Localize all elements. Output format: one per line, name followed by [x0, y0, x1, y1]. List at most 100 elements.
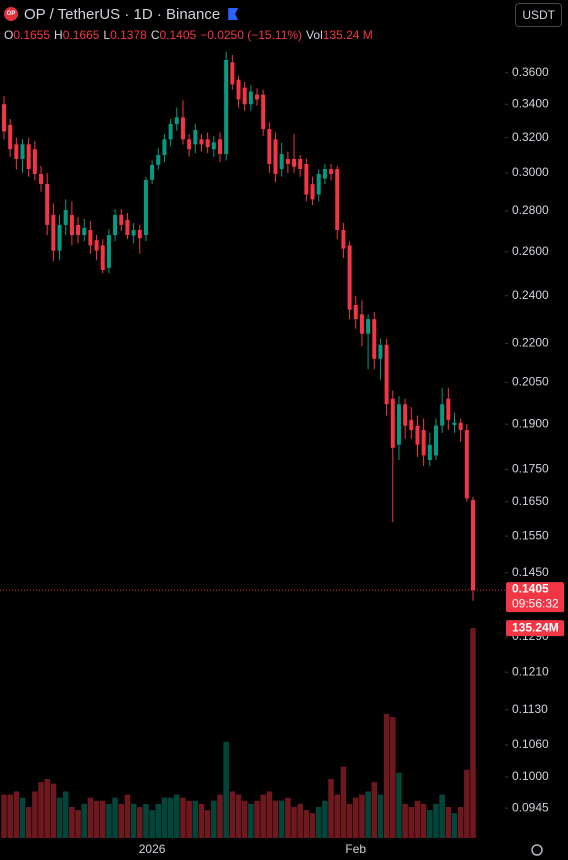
volume-value: 135.24 M [322, 28, 373, 42]
candle-body [45, 183, 50, 225]
y-tick-label: 0.1750 [512, 462, 549, 476]
candle-body [150, 164, 155, 180]
candle-body [242, 87, 247, 105]
volume-bar [266, 791, 273, 838]
volume-bar [365, 791, 371, 838]
volume-bar [352, 797, 359, 838]
candle-body [322, 169, 327, 179]
y-tick-label: 0.1000 [512, 769, 549, 783]
volume-bar [19, 797, 26, 838]
volume-bar [359, 794, 365, 838]
candle-body [378, 344, 383, 359]
candle-body [471, 500, 475, 591]
candle-body [14, 144, 19, 159]
candle-body [273, 139, 278, 174]
volume-bar [75, 810, 81, 838]
volume-bar [248, 803, 254, 838]
volume-bar [402, 803, 408, 838]
candle-body [230, 62, 235, 85]
volume-bar [25, 806, 32, 838]
price-tag-label: 0.1405 [512, 581, 549, 595]
volume-bar [340, 766, 347, 838]
volume-bar [383, 713, 390, 838]
y-tick-label: 0.2200 [512, 336, 549, 350]
candle-body [211, 142, 216, 150]
volume-bar [118, 803, 125, 838]
candle-body [236, 79, 241, 100]
volume-bar [260, 794, 266, 838]
volume-bar [229, 791, 236, 838]
candle-body [421, 429, 426, 456]
candle-body [57, 224, 62, 251]
chart-title: OP / TetherUS · 1D · Binance [24, 5, 221, 23]
x-tick-label: 2026 [139, 842, 166, 856]
candle-body [390, 398, 395, 448]
legend-value: 0.1405 [159, 28, 197, 42]
legend-item: L0.1378 [103, 28, 146, 42]
volume-bar [285, 797, 291, 838]
currency-button[interactable]: USDT [515, 3, 562, 27]
legend-label: L [103, 28, 111, 42]
header: OP OP / TetherUS · 1D · Binance O0.1655 H… [4, 4, 373, 42]
y-tick-label: 0.1650 [512, 494, 549, 508]
x-tick-label: Feb [345, 842, 366, 856]
y-tick-label: 0.3000 [512, 165, 549, 179]
volume-bar [155, 803, 162, 838]
candle-body [396, 404, 401, 445]
candle-body [353, 304, 358, 320]
candle-body [292, 158, 297, 167]
candle-body [2, 104, 6, 132]
candle-body [347, 245, 352, 310]
legend-label: C [150, 28, 160, 42]
candle-body [168, 124, 173, 140]
candle-body [255, 94, 260, 100]
candle-body [88, 229, 93, 246]
volume-bar [433, 803, 439, 838]
volume-label: Vol [306, 28, 323, 42]
candle-body [366, 319, 371, 334]
volume-bar [235, 794, 242, 838]
volume-tag [506, 620, 564, 637]
volume-bar [457, 806, 464, 838]
volume-bar [451, 813, 458, 838]
volume-bar [186, 800, 192, 838]
legend: O0.1655 H0.1665 L0.1378 C0.1405 −0.0250 (−15… [4, 28, 373, 42]
y-tick-label: 0.2600 [512, 244, 549, 258]
candle-body [69, 214, 74, 236]
flag-icon[interactable] [228, 8, 239, 20]
volume-bar [192, 800, 199, 838]
settings-icon[interactable] [531, 844, 543, 856]
y-tick-label: 0.1550 [512, 528, 549, 542]
volume-bar [112, 797, 118, 838]
logo: OP [4, 7, 18, 21]
y-tick-label: 0.3200 [512, 130, 549, 144]
volume-bar [174, 794, 180, 838]
candle-body [193, 129, 198, 145]
volume-bar [303, 810, 310, 838]
volume-bar [143, 803, 149, 838]
volume-bar [420, 803, 427, 838]
candle-body [20, 144, 25, 159]
volume-bar [328, 779, 334, 838]
y-tick-label: 0.1060 [512, 737, 549, 751]
volume-bar [130, 803, 137, 838]
candle-body [199, 139, 204, 145]
title-row: OP OP / TetherUS · 1D · Binance [4, 4, 373, 24]
volume-bar [211, 800, 217, 838]
legend-item: H0.1665 [54, 28, 99, 42]
legend-value: 0.1665 [62, 28, 100, 42]
candle-body [82, 227, 87, 236]
volume-bar [167, 797, 174, 838]
price-tag [506, 582, 564, 613]
candle-body [415, 425, 420, 445]
candle-body [125, 219, 130, 236]
y-tick-label: 0.0945 [512, 800, 549, 814]
candle-body [359, 314, 364, 334]
candle-body [452, 422, 457, 426]
volume-bar [322, 800, 328, 838]
candle-body [458, 422, 463, 430]
volume-bar [161, 797, 168, 838]
candle-body [106, 235, 111, 268]
legend-item: O0.1655 [4, 28, 50, 42]
